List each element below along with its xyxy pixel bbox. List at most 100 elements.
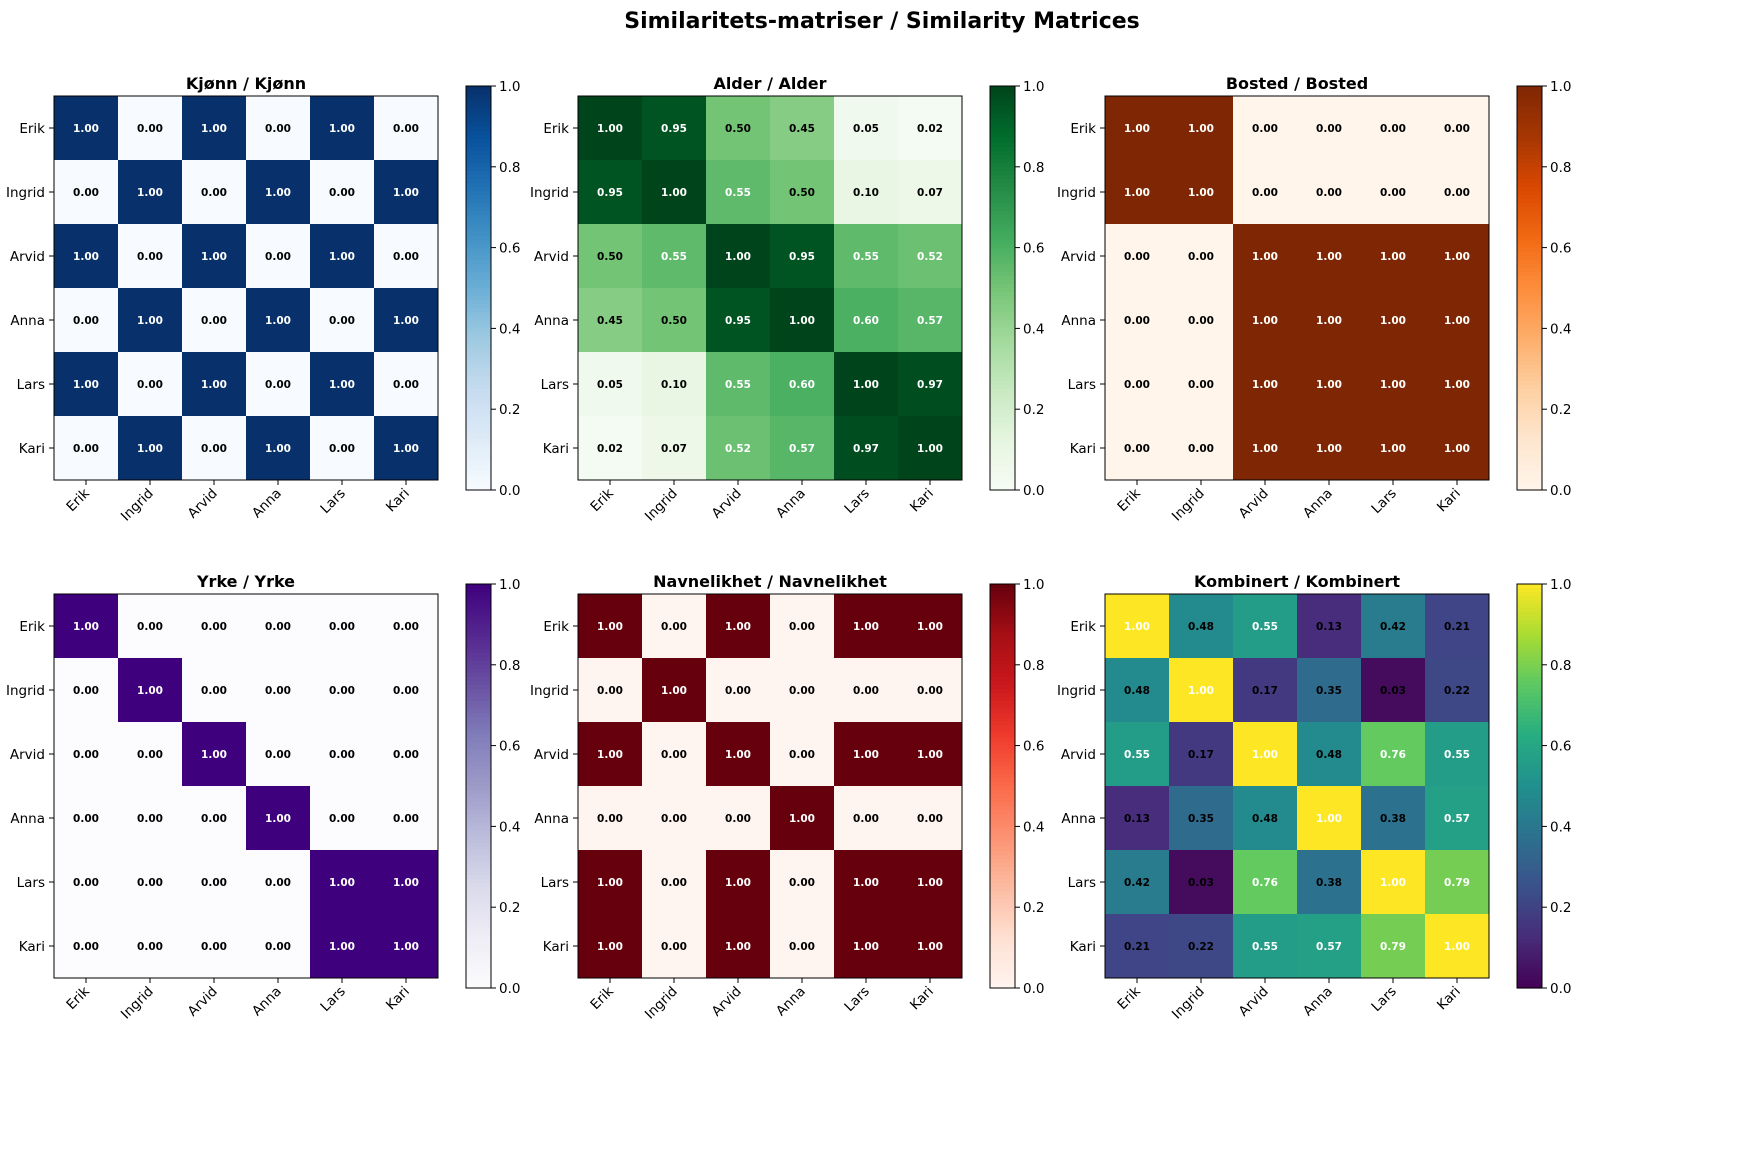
- colorbar-segment: [1517, 786, 1542, 791]
- heatmap-cell: [770, 416, 835, 481]
- colorbar-segment: [990, 773, 1015, 779]
- heatmap-cell: [1425, 850, 1490, 915]
- y-tick-label: Erik: [1070, 619, 1096, 635]
- cell-value-label: 0.95: [789, 251, 815, 263]
- cell-value-label: 0.00: [393, 749, 419, 761]
- y-tick-label: Kari: [19, 939, 45, 955]
- colorbar-segment: [466, 854, 491, 860]
- colorbar-segment: [1517, 628, 1542, 634]
- colorbar-segment: [466, 324, 491, 329]
- colorbar-segment: [990, 798, 1015, 803]
- colorbar-segment: [990, 356, 1015, 362]
- cell-value-label: 0.00: [917, 685, 943, 697]
- colorbar-segment: [466, 174, 491, 180]
- colorbar-segment: [990, 364, 1015, 370]
- colorbar-segment: [466, 465, 491, 471]
- cell-value-label: 1.00: [1124, 123, 1150, 135]
- heatmap-cell: [834, 96, 899, 161]
- cell-value-label: 1.00: [917, 941, 943, 953]
- heatmap-cell: [1169, 914, 1234, 979]
- colorbar-segment: [1517, 814, 1542, 819]
- colorbar-segment: [1517, 907, 1542, 912]
- colorbar-segment: [1517, 656, 1542, 662]
- cell-value-label: 1.00: [137, 443, 163, 455]
- cell-value-label: 0.50: [725, 123, 751, 135]
- colorbar-segment: [1517, 672, 1542, 678]
- colorbar-segment: [990, 166, 1015, 172]
- colorbar-segment: [1517, 235, 1542, 241]
- y-tick-label: Erik: [1070, 121, 1096, 137]
- colorbar-segment: [990, 421, 1015, 426]
- heatmap-cell: [182, 96, 247, 161]
- cell-value-label: 0.55: [725, 187, 751, 199]
- heatmap-cell: [1105, 352, 1170, 417]
- cell-value-label: 0.00: [393, 379, 419, 391]
- colorbar-segment: [990, 296, 1015, 301]
- heatmap-cell: [182, 224, 247, 289]
- heatmap-cell: [1361, 722, 1426, 787]
- cell-value-label: 0.42: [1124, 877, 1150, 889]
- colorbar-segment: [1517, 652, 1542, 658]
- colorbar-segment: [466, 660, 491, 666]
- colorbar-segment: [466, 195, 491, 200]
- colorbar-segment: [466, 818, 491, 823]
- colorbar-segment: [1517, 380, 1542, 386]
- cell-value-label: 0.00: [789, 877, 815, 889]
- colorbar-segment: [990, 312, 1015, 317]
- cell-value-label: 1.00: [393, 443, 419, 455]
- heatmap-cell: [578, 722, 643, 787]
- heatmap-cell: [374, 352, 439, 417]
- colorbar-segment: [1517, 465, 1542, 471]
- heatmap-cell: [182, 416, 247, 481]
- colorbar-segment: [466, 697, 491, 702]
- colorbar-segment: [1517, 705, 1542, 710]
- colorbar-segment: [990, 741, 1015, 747]
- heatmap-cell: [898, 850, 963, 915]
- colorbar-tick-label: 1.0: [1023, 577, 1044, 593]
- colorbar-tick-label: 0.2: [499, 402, 520, 418]
- colorbar-segment: [990, 866, 1015, 872]
- colorbar-segment: [466, 781, 491, 787]
- colorbar-segment: [466, 822, 491, 827]
- heatmap-cell: [578, 288, 643, 353]
- colorbar-segment: [466, 887, 491, 892]
- cell-value-label: 0.00: [597, 685, 623, 697]
- colorbar-segment: [466, 866, 491, 872]
- cell-value-label: 0.10: [853, 187, 879, 199]
- colorbar-segment: [466, 481, 491, 487]
- colorbar-segment: [466, 923, 491, 928]
- colorbar-segment: [990, 757, 1015, 763]
- colorbar-tick-label: 0.6: [1550, 241, 1571, 257]
- heatmap-cell: [1361, 160, 1426, 225]
- colorbar-segment: [1517, 842, 1542, 848]
- colorbar-segment: [466, 644, 491, 650]
- colorbar-segment: [1517, 983, 1542, 989]
- heatmap-cell: [182, 914, 247, 979]
- colorbar-segment: [466, 271, 491, 277]
- heatmap-cell: [54, 288, 119, 353]
- colorbar-segment: [1517, 777, 1542, 783]
- colorbar-tick-label: 0.6: [1550, 739, 1571, 755]
- colorbar-segment: [1517, 150, 1542, 156]
- cell-value-label: 0.35: [1188, 813, 1214, 825]
- cell-value-label: 1.00: [1380, 251, 1406, 263]
- heatmap-cell: [54, 850, 119, 915]
- colorbar-segment: [990, 915, 1015, 920]
- colorbar-segment: [466, 130, 491, 136]
- heatmap-cell: [770, 658, 835, 723]
- cell-value-label: 0.48: [1316, 749, 1342, 761]
- colorbar-segment: [1517, 971, 1542, 977]
- colorbar-segment: [466, 777, 491, 783]
- cell-value-label: 0.00: [853, 685, 879, 697]
- colorbar-segment: [466, 600, 491, 605]
- cell-value-label: 1.00: [137, 685, 163, 697]
- colorbar-segment: [466, 473, 491, 479]
- colorbar-segment: [990, 745, 1015, 751]
- colorbar-tick-label: 1.0: [1023, 79, 1044, 95]
- cell-value-label: 1.00: [597, 621, 623, 633]
- colorbar-segment: [1517, 612, 1542, 617]
- colorbar-segment: [466, 842, 491, 848]
- colorbar-segment: [990, 94, 1015, 99]
- cell-value-label: 0.55: [725, 379, 751, 391]
- colorbar-segment: [466, 693, 491, 698]
